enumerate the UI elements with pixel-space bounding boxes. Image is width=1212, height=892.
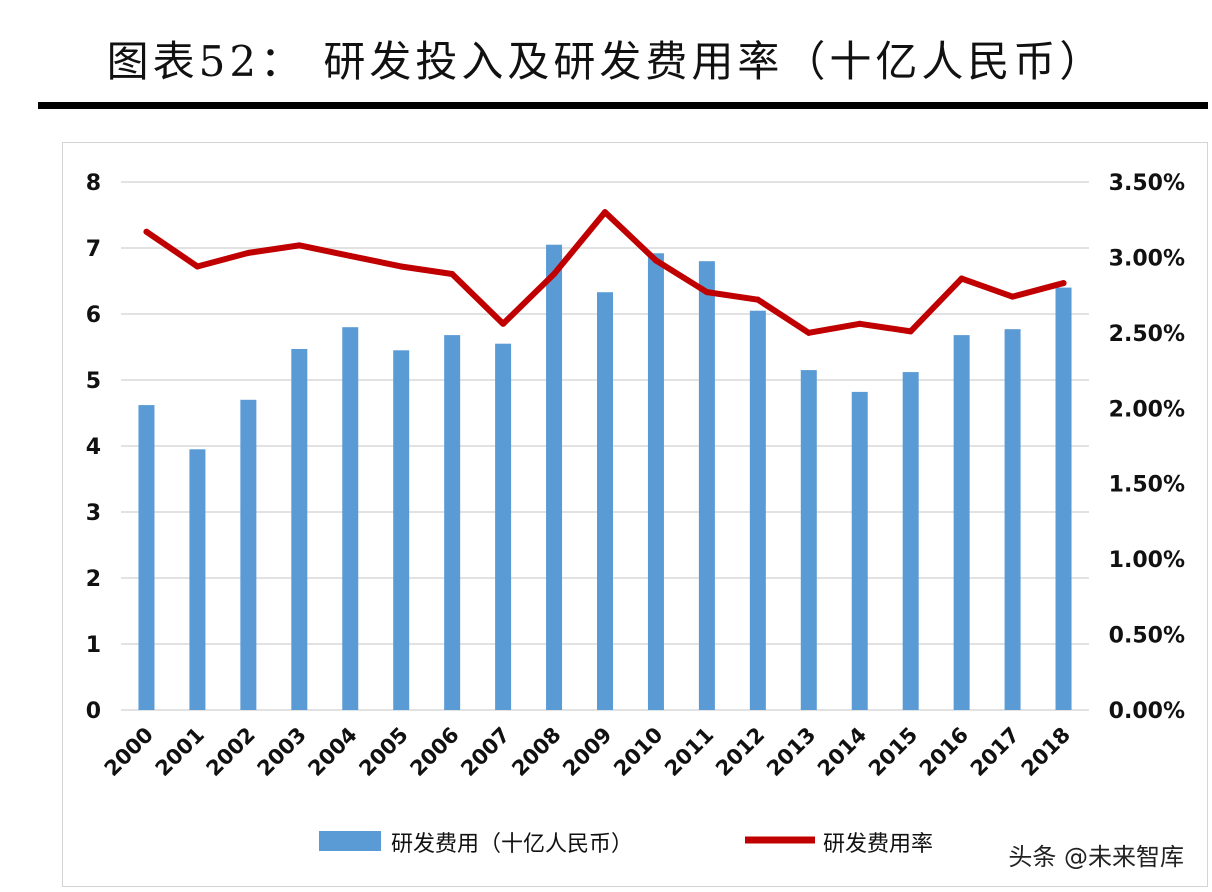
x-tick-label: 2012 xyxy=(711,723,769,781)
rate-point-2000 xyxy=(143,228,150,235)
bar-2010 xyxy=(647,253,664,710)
x-tick-label: 2002 xyxy=(202,723,260,781)
x-tick-label: 2004 xyxy=(303,723,361,781)
left-axis: 0 1 2 3 4 5 6 7 8 xyxy=(86,171,101,724)
left-tick-label: 0 xyxy=(86,699,101,724)
rate-point-2002 xyxy=(245,249,252,256)
bar-2011 xyxy=(698,261,715,710)
rate-point-2009 xyxy=(602,209,608,216)
x-tick-label: 2000 xyxy=(100,723,158,781)
bar-2002 xyxy=(240,399,257,710)
x-tick-label: 2001 xyxy=(151,723,209,781)
x-tick-label: 2010 xyxy=(609,723,667,781)
bar-2017 xyxy=(1004,329,1021,710)
combo-chart: 0 1 2 3 4 5 6 7 8 0.00% 0.50% 1.00% 1.50% 2.00% 2.50%… xyxy=(86,171,1185,857)
rate-point-2015 xyxy=(907,328,914,335)
legend-label-line: 研发费用率 xyxy=(823,832,933,857)
rate-point-2018 xyxy=(1060,280,1067,287)
right-tick-label: 2.00% xyxy=(1109,397,1185,422)
x-axis: 2000200120022003200420052006200720082009… xyxy=(100,723,1075,781)
rate-point-2001 xyxy=(194,263,201,270)
watermark: 头条 @未来智库 xyxy=(1004,835,1188,874)
bar-2009 xyxy=(597,292,613,710)
rate-point-2010 xyxy=(652,257,659,264)
rate-point-2006 xyxy=(449,271,456,278)
x-tick-label: 2011 xyxy=(660,723,718,781)
x-tick-label: 2018 xyxy=(1017,723,1075,781)
rate-point-2007 xyxy=(500,320,507,327)
x-tick-label: 2005 xyxy=(354,723,412,781)
rate-point-2005 xyxy=(398,263,405,270)
bar-2015 xyxy=(902,372,919,710)
rate-point-2003 xyxy=(296,242,303,249)
rate-point-2016 xyxy=(958,275,965,282)
left-tick-label: 3 xyxy=(86,501,101,526)
left-tick-label: 2 xyxy=(86,567,101,592)
bar-2004 xyxy=(342,327,359,710)
x-tick-label: 2017 xyxy=(966,723,1024,781)
rate-point-2004 xyxy=(347,252,354,259)
right-tick-label: 0.00% xyxy=(1109,699,1185,724)
legend: 研发费用（十亿人民币） 研发费用率 xyxy=(319,831,933,857)
left-tick-label: 5 xyxy=(86,369,101,394)
bar-2012 xyxy=(749,310,766,710)
bar-2016 xyxy=(953,335,970,710)
x-tick-label: 2006 xyxy=(405,723,463,781)
left-tick-label: 6 xyxy=(86,303,101,328)
bar-2007 xyxy=(495,343,512,710)
bar-2001 xyxy=(189,449,206,710)
right-tick-label: 1.00% xyxy=(1109,548,1185,573)
right-tick-label: 1.50% xyxy=(1109,473,1185,498)
right-tick-label: 2.50% xyxy=(1109,322,1185,347)
x-tick-label: 2015 xyxy=(864,723,922,781)
rate-point-2017 xyxy=(1009,293,1016,300)
left-tick-label: 7 xyxy=(86,237,101,262)
bar-2014 xyxy=(851,391,868,710)
right-tick-label: 3.00% xyxy=(1109,246,1185,271)
x-tick-label: 2013 xyxy=(762,723,820,781)
rate-point-2013 xyxy=(805,329,812,336)
x-tick-label: 2007 xyxy=(456,723,514,781)
line-series xyxy=(143,209,1067,336)
title-divider xyxy=(38,102,1208,109)
x-tick-label: 2009 xyxy=(558,723,616,781)
bar-2006 xyxy=(444,335,461,710)
x-tick-label: 2014 xyxy=(813,723,871,781)
rate-point-2014 xyxy=(856,320,863,327)
left-tick-label: 4 xyxy=(86,435,101,460)
left-tick-label: 8 xyxy=(86,171,101,196)
chart-frame: 0 1 2 3 4 5 6 7 8 0.00% 0.50% 1.00% 1.50% 2.00% 2.50%… xyxy=(62,142,1208,887)
rate-point-2011 xyxy=(703,289,710,296)
legend-swatch-bar xyxy=(319,831,381,851)
bar-2018 xyxy=(1055,287,1072,710)
left-tick-label: 1 xyxy=(86,633,101,658)
bar-2000 xyxy=(138,405,155,710)
bar-2005 xyxy=(393,350,410,710)
rate-point-2012 xyxy=(754,296,761,303)
x-tick-label: 2008 xyxy=(507,723,565,781)
x-tick-label: 2003 xyxy=(253,723,311,781)
bar-2003 xyxy=(291,348,308,710)
bar-2013 xyxy=(800,370,817,710)
legend-label-bar: 研发费用（十亿人民币） xyxy=(391,832,633,857)
bar-2008 xyxy=(546,244,563,710)
right-tick-label: 3.50% xyxy=(1109,171,1185,196)
rate-point-2008 xyxy=(551,271,558,278)
bar-series xyxy=(138,244,1072,710)
right-tick-label: 0.50% xyxy=(1109,624,1185,649)
chart-title: 图表52： 研发投入及研发费用率（十亿人民币） xyxy=(106,37,1106,86)
right-axis: 0.00% 0.50% 1.00% 1.50% 2.00% 2.50% 3.00% 3.50% xyxy=(1109,171,1185,724)
x-tick-label: 2016 xyxy=(915,723,973,781)
